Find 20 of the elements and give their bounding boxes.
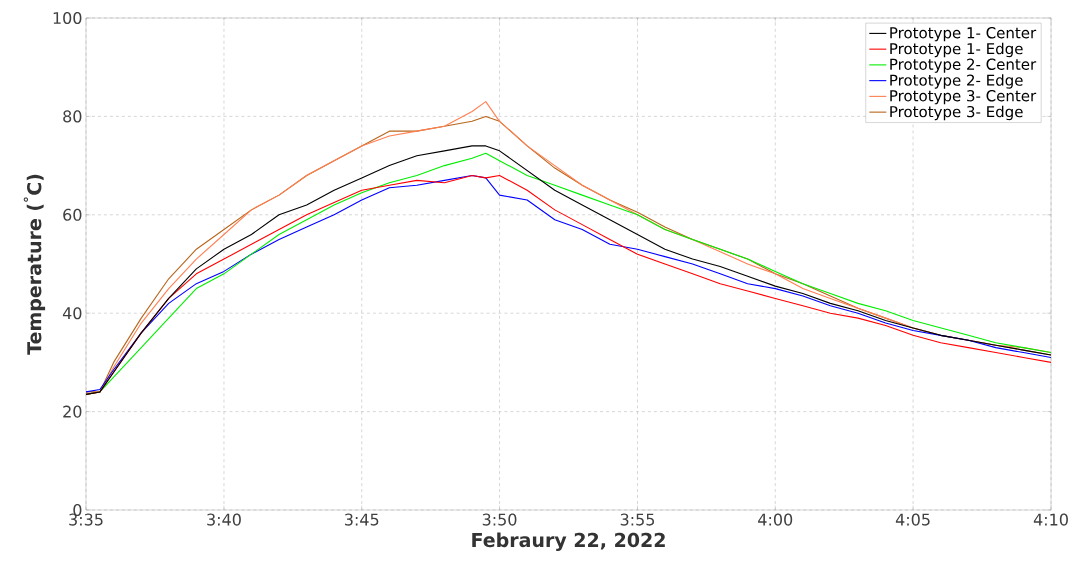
y-axis-title: Temperature ($^{°}$C): [23, 174, 46, 355]
legend-label: Prototype 3- Edge: [890, 105, 1023, 121]
x-tick-label: 3:40: [207, 513, 241, 526]
y-tick-label: 60: [63, 208, 82, 221]
x-tick-label: 4:00: [758, 513, 793, 526]
x-tick-label: 4:05: [895, 513, 930, 526]
x-tick-label: 4:10: [1033, 513, 1068, 526]
x-tick-label: 3:50: [482, 513, 517, 526]
x-tick-label: 3:55: [620, 513, 655, 526]
legend-label: Prototype 1- Edge: [890, 42, 1023, 58]
y-tick-label: 40: [62, 307, 82, 320]
legend-label: Prototype 2- Center: [890, 58, 1037, 73]
x-tick-label: 3:45: [345, 513, 379, 526]
legend-label: Prototype 2- Edge: [890, 74, 1023, 89]
y-tick-label: 80: [63, 110, 82, 123]
y-tick-label: 100: [53, 11, 82, 25]
legend-label: Prototype 1- Center: [890, 27, 1037, 42]
x-axis-title: Febraury 22, 2022: [472, 532, 665, 551]
legend-label: Prototype 3- Center: [890, 90, 1037, 105]
y-tick-label: 20: [63, 405, 82, 418]
